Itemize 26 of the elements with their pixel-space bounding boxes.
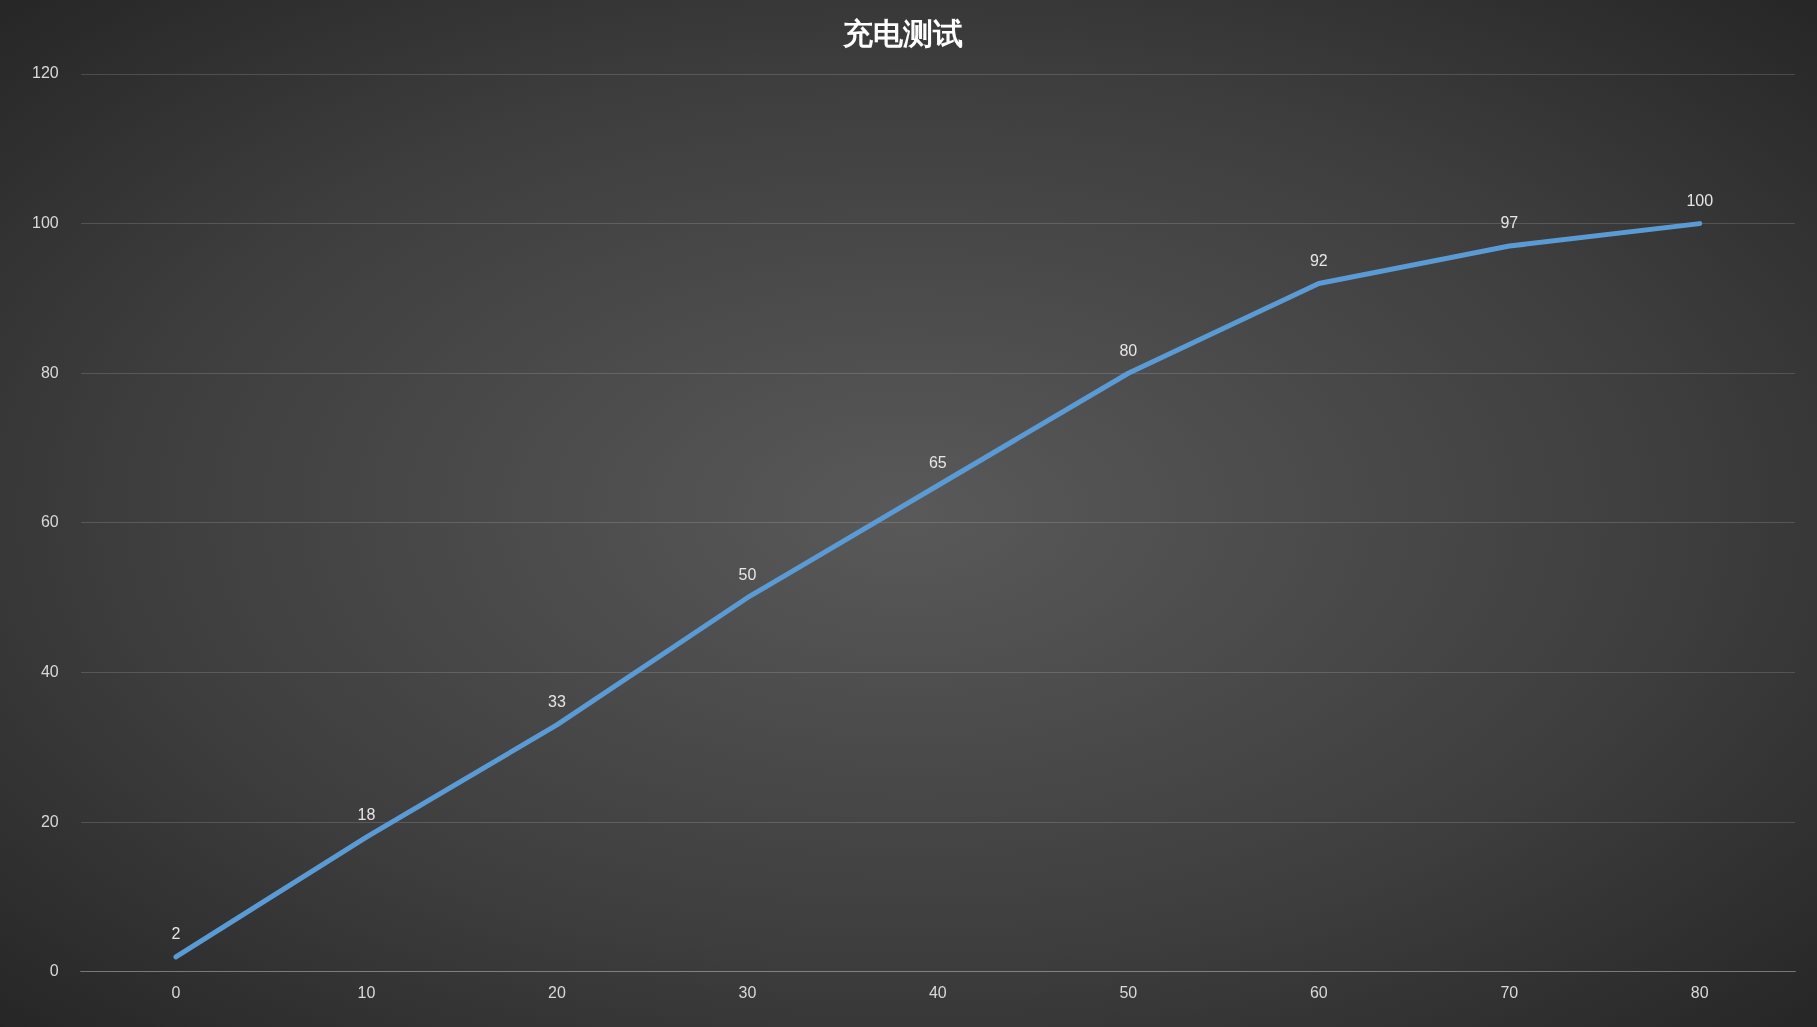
y-tick-label: 20: [40, 812, 59, 830]
x-tick-label: 20: [547, 983, 566, 1001]
x-tick-label: 30: [738, 983, 757, 1001]
x-tick-label: 10: [357, 983, 376, 1001]
data-label: 92: [1309, 251, 1328, 269]
y-tick-label: 0: [49, 962, 59, 980]
y-tick-label: 120: [31, 64, 59, 82]
data-label: 33: [547, 693, 566, 711]
chart-title: 充电测试: [841, 17, 963, 51]
y-tick-label: 60: [40, 513, 59, 531]
data-label: 18: [357, 805, 376, 823]
x-tick-label: 80: [1690, 983, 1709, 1001]
data-label: 65: [928, 453, 947, 471]
data-label: 80: [1119, 341, 1138, 359]
x-tick-label: 40: [928, 983, 947, 1001]
y-tick-label: 40: [40, 662, 59, 680]
data-label: 97: [1500, 214, 1519, 232]
data-label: 100: [1686, 192, 1714, 210]
x-tick-label: 60: [1309, 983, 1328, 1001]
x-tick-label: 0: [171, 983, 181, 1001]
y-tick-label: 80: [40, 363, 59, 381]
data-label: 2: [171, 925, 181, 943]
y-tick-label: 100: [31, 214, 59, 232]
data-label: 50: [738, 566, 757, 584]
x-tick-label: 70: [1500, 983, 1519, 1001]
x-tick-label: 50: [1119, 983, 1138, 1001]
